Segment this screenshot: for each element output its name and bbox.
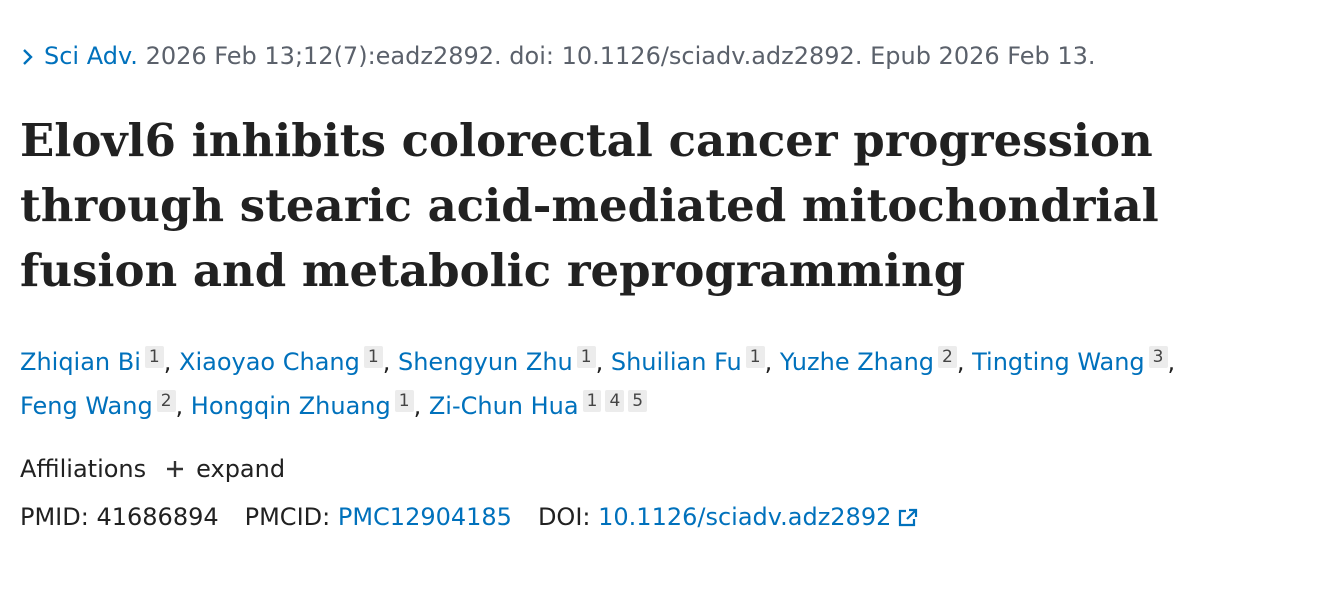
author-link[interactable]: Yuzhe Zhang xyxy=(779,348,935,376)
author-link[interactable]: Feng Wang xyxy=(20,392,153,420)
author-separator: , xyxy=(764,348,773,376)
author-separator: , xyxy=(382,348,391,376)
author-separator: , xyxy=(413,392,422,420)
author: Shuilian Fu 1, xyxy=(610,346,773,376)
affiliations-label: Affiliations xyxy=(20,455,147,483)
author-link[interactable]: Zhiqian Bi xyxy=(20,348,141,376)
author-separator: , xyxy=(595,348,604,376)
affiliation-number[interactable]: 4 xyxy=(605,390,625,412)
affiliation-number[interactable]: 1 xyxy=(576,346,596,368)
identifier-value: 41686894 xyxy=(96,503,219,531)
affiliation-number[interactable]: 2 xyxy=(156,390,176,412)
identifier: DOI: 10.1126/sciadv.adz2892 xyxy=(538,503,919,531)
citation-details: 2026 Feb 13;12(7):eadz2892. doi: 10.1126… xyxy=(145,42,1096,70)
author-link[interactable]: Xiaoyao Chang xyxy=(179,348,360,376)
identifier-value[interactable]: PMC12904185 xyxy=(337,503,512,531)
article-title: Elovl6 inhibits colorectal cancer progre… xyxy=(20,114,1159,297)
identifier: PMCID: PMC12904185 xyxy=(245,503,512,531)
author: Yuzhe Zhang 2, xyxy=(779,346,965,376)
author: Hongqin Zhuang 1, xyxy=(190,390,422,420)
affiliation-number[interactable]: 2 xyxy=(938,346,957,368)
author-link[interactable]: Shuilian Fu xyxy=(610,348,742,376)
affiliation-number[interactable]: 1 xyxy=(394,390,414,412)
author: Zi-Chun Hua 1 4 5 xyxy=(428,390,648,420)
author-separator: , xyxy=(163,348,172,376)
author-separator: , xyxy=(1167,348,1176,376)
author-separator: , xyxy=(956,348,965,376)
author-separator: , xyxy=(175,392,184,420)
author-link[interactable]: Zi-Chun Hua xyxy=(428,392,579,420)
citation: Sci Adv. 2026 Feb 13;12(7):eadz2892. doi… xyxy=(22,42,1096,70)
author: Xiaoyao Chang 1, xyxy=(179,346,391,376)
identifier: PMID: 41686894 xyxy=(20,503,219,531)
identifier-value[interactable]: 10.1126/sciadv.adz2892 xyxy=(598,503,919,531)
affiliation-number[interactable]: 1 xyxy=(745,346,765,368)
expand-text: expand xyxy=(196,455,286,483)
affiliation-number[interactable]: 1 xyxy=(144,346,164,368)
chevron-icon xyxy=(23,49,33,65)
author-link[interactable]: Hongqin Zhuang xyxy=(190,392,391,420)
plus-icon xyxy=(167,461,184,477)
author: Tingting Wang 3, xyxy=(972,346,1176,376)
author-link[interactable]: Shengyun Zhu xyxy=(397,348,573,376)
affiliation-number[interactable]: 1 xyxy=(582,390,602,412)
identifier-label: PMID: xyxy=(20,503,89,531)
expand-toggle[interactable]: expand xyxy=(164,455,285,483)
identifier-label: DOI: xyxy=(537,503,591,531)
affiliation-number[interactable]: 5 xyxy=(628,390,648,412)
author-link[interactable]: Tingting Wang xyxy=(972,348,1145,376)
affiliations: Affiliations expand xyxy=(20,455,285,483)
journal-link[interactable]: Sci Adv. xyxy=(44,42,138,70)
author: Feng Wang 2, xyxy=(20,390,184,420)
author: Zhiqian Bi 1, xyxy=(20,346,172,376)
affiliation-number[interactable]: 1 xyxy=(363,346,383,368)
author: Shengyun Zhu 1, xyxy=(397,346,604,376)
affiliation-number[interactable]: 3 xyxy=(1148,346,1168,368)
external-link-icon xyxy=(899,508,918,527)
identifiers: PMID: 41686894 PMCID: PMC12904185 DOI: 10.… xyxy=(20,503,945,531)
author-list: Zhiqian Bi 1, Xiaoyao Chang 1, Shengyun Zh… xyxy=(20,340,1310,428)
identifier-label: PMCID: xyxy=(244,503,331,531)
